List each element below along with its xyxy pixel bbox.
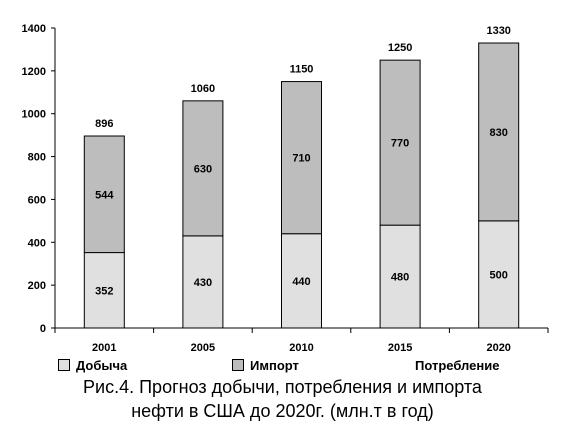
data-label-production: 352 (95, 285, 113, 297)
y-tick-label: 1200 (22, 66, 46, 78)
legend-item-production: Добыча (58, 358, 127, 373)
legend-item-import: Импорт (232, 358, 299, 373)
y-tick-label: 0 (40, 323, 46, 335)
legend-label-consumption: Потребление (415, 358, 500, 373)
x-tick-label: 2020 (486, 342, 510, 354)
data-label-import: 544 (95, 189, 114, 201)
stacked-bar-chart: 0 200 400 600 800 1000 1200 1400 352 544 896 2001 43… (22, 23, 549, 354)
y-tick-label: 800 (28, 152, 46, 164)
data-label-production: 430 (194, 277, 212, 289)
legend-label-import: Импорт (250, 358, 299, 373)
x-tick-label: 2001 (92, 342, 116, 354)
legend-item-consumption: Потребление (415, 358, 499, 373)
y-tick-label: 1000 (22, 109, 46, 121)
y-tick-label: 600 (28, 194, 46, 206)
data-label-import: 830 (490, 127, 508, 139)
bar-segment-production (478, 220, 520, 329)
bar-segment-import (281, 81, 322, 235)
data-label-import: 630 (194, 163, 212, 175)
data-label-total: 1150 (290, 64, 314, 76)
bar-segment-production (281, 233, 322, 329)
legend-swatch-import (232, 359, 244, 371)
y-tick-label: 200 (28, 280, 46, 292)
bar-segment-import (83, 135, 125, 254)
data-label-total: 1250 (388, 42, 412, 54)
bar-segment-production (83, 252, 125, 329)
bar-segment-import (182, 100, 224, 237)
legend-swatch-production (58, 359, 70, 371)
legend-label-production: Добыча (76, 358, 128, 373)
caption-line-2: нефти в США до 2020г. (млн.т в год) (131, 401, 434, 421)
caption-line-1: Рис.4. Прогноз добычи, потребления и имп… (83, 377, 482, 397)
bar-segment-import (379, 59, 421, 226)
y-tick-label: 1400 (22, 23, 46, 35)
data-label-total: 1060 (191, 83, 215, 95)
data-label-import: 770 (391, 138, 409, 150)
data-label-total: 896 (95, 118, 113, 130)
data-label-production: 480 (391, 272, 409, 284)
data-label-total: 1330 (486, 25, 510, 37)
x-tick-label: 2010 (289, 342, 313, 354)
data-label-production: 440 (292, 276, 310, 288)
data-label-production: 500 (490, 269, 508, 281)
bar-segment-import (478, 42, 520, 222)
x-tick-label: 2005 (191, 342, 215, 354)
data-label-import: 710 (292, 153, 310, 165)
y-tick-label: 400 (28, 237, 46, 249)
bar-segment-production (182, 235, 224, 329)
x-tick-label: 2015 (388, 342, 412, 354)
